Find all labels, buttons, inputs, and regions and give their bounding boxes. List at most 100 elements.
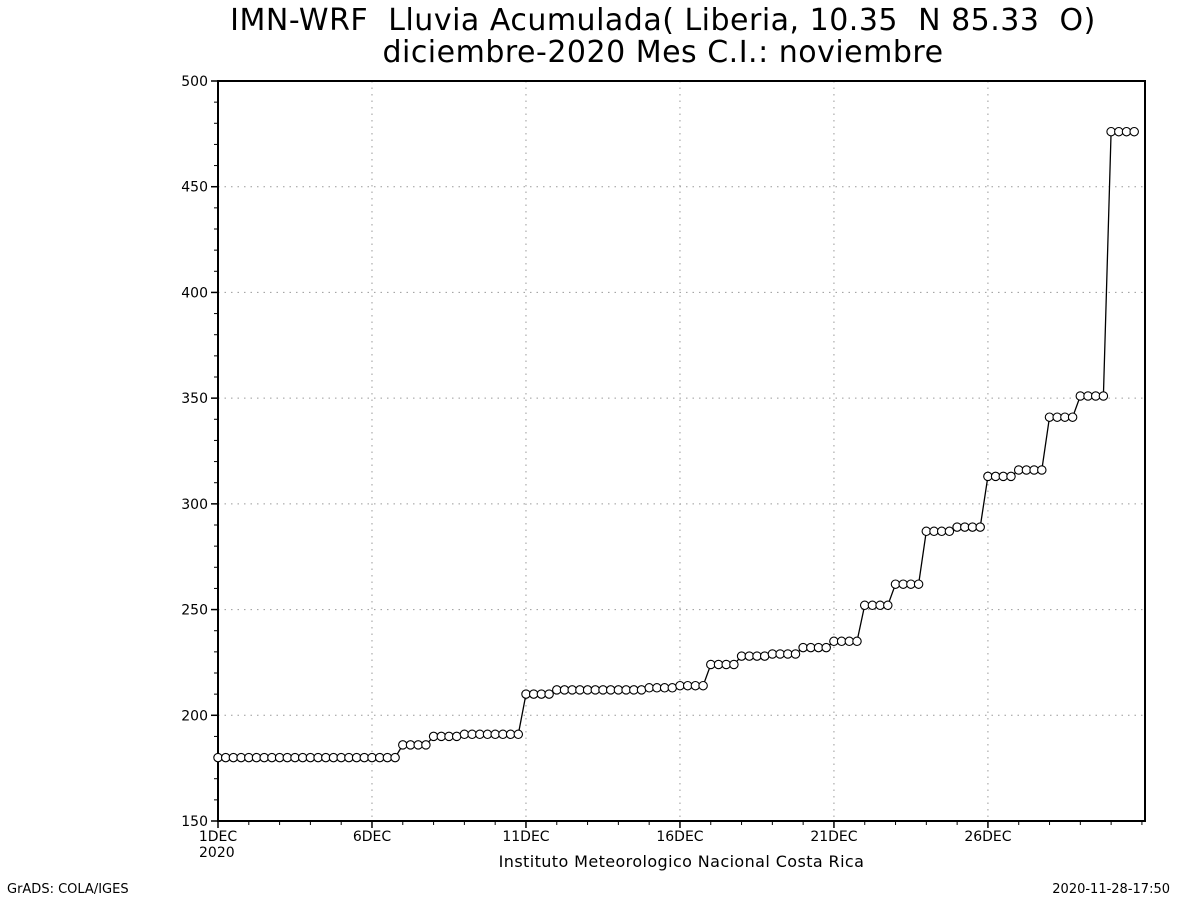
data-point xyxy=(598,685,608,695)
data-point xyxy=(852,636,862,647)
data-point xyxy=(929,526,939,537)
data-point xyxy=(767,649,778,659)
y-tick-label: 200 xyxy=(181,708,208,724)
data-point xyxy=(398,740,408,750)
y-tick-label: 250 xyxy=(181,603,208,619)
data-point xyxy=(682,680,693,691)
data-point xyxy=(590,685,601,695)
data-point xyxy=(744,651,755,661)
data-point xyxy=(213,752,223,763)
data-point xyxy=(297,752,308,763)
data-point xyxy=(351,752,362,763)
data-point xyxy=(382,752,393,763)
data-point xyxy=(667,683,678,693)
data-point xyxy=(1006,471,1016,482)
data-point xyxy=(621,685,631,695)
data-point xyxy=(1075,391,1086,401)
data-point xyxy=(274,752,285,763)
chart-subtitle: diciembre-2020 Mes C.I.: noviembre xyxy=(382,35,944,70)
data-point xyxy=(552,685,562,695)
data-point xyxy=(721,659,731,670)
data-point xyxy=(336,752,346,763)
data-point xyxy=(559,685,570,695)
data-point xyxy=(1083,391,1093,401)
data-point xyxy=(490,729,500,740)
data-point xyxy=(759,651,770,661)
data-point xyxy=(444,731,454,742)
chart-title: IMN-WRF Lluvia Acumulada( Liberia, 10.35… xyxy=(230,3,1096,38)
data-point xyxy=(1106,126,1116,137)
data-point xyxy=(475,729,485,740)
data-point xyxy=(544,689,554,699)
data-point xyxy=(998,471,1009,482)
data-point xyxy=(975,522,985,532)
data-point xyxy=(629,685,639,695)
data-point xyxy=(413,740,423,750)
y-tick-label: 300 xyxy=(181,497,208,513)
data-point xyxy=(636,685,647,695)
data-point xyxy=(675,680,685,691)
y-tick-label: 350 xyxy=(181,391,208,407)
data-point xyxy=(967,522,978,532)
data-point xyxy=(859,600,870,611)
data-point xyxy=(1129,126,1139,137)
plot-frame xyxy=(217,80,1146,822)
data-point xyxy=(467,729,477,740)
data-point xyxy=(321,752,331,763)
data-point xyxy=(1044,412,1055,422)
data-point xyxy=(921,526,932,537)
data-point xyxy=(783,649,793,659)
data-point xyxy=(251,752,262,763)
data-point xyxy=(936,526,947,537)
footer-right: 2020-11-28-17:50 xyxy=(1052,882,1170,897)
data-point xyxy=(890,579,901,589)
data-point xyxy=(220,752,231,763)
data-point xyxy=(790,649,801,659)
data-point xyxy=(1029,465,1039,475)
data-point xyxy=(752,651,762,661)
credit-text: Instituto Meteorologico Nacional Costa R… xyxy=(498,852,865,871)
data-point xyxy=(798,642,808,653)
data-point xyxy=(698,680,708,691)
data-point xyxy=(428,731,439,742)
data-point xyxy=(690,680,701,691)
data-point xyxy=(1121,126,1132,137)
year-label: 2020 xyxy=(199,845,235,861)
data-point xyxy=(836,636,847,647)
data-point xyxy=(821,642,831,653)
data-point xyxy=(906,579,916,589)
data-point xyxy=(806,642,816,653)
data-point xyxy=(652,683,662,693)
data-point xyxy=(644,683,654,693)
data-point xyxy=(582,685,593,695)
data-point xyxy=(605,685,616,695)
data-point xyxy=(436,731,447,742)
data-point xyxy=(729,659,739,670)
data-point xyxy=(421,740,431,750)
data-point xyxy=(313,752,323,763)
data-point xyxy=(367,752,377,763)
y-tick-label: 400 xyxy=(181,285,208,301)
data-point xyxy=(944,526,955,537)
data-point xyxy=(736,651,747,661)
data-point xyxy=(498,729,508,740)
data-point xyxy=(1114,126,1124,137)
data-point xyxy=(706,659,716,670)
data-point xyxy=(1060,412,1070,422)
data-point xyxy=(282,752,293,763)
data-point xyxy=(505,729,516,740)
data-point xyxy=(390,752,400,763)
series-line xyxy=(218,131,1135,759)
data-point xyxy=(267,752,277,763)
data-point xyxy=(983,471,993,482)
data-point xyxy=(575,685,585,695)
data-point xyxy=(659,683,670,693)
data-point xyxy=(344,752,354,763)
x-tick-label: 26DEC xyxy=(964,829,1011,845)
data-point xyxy=(844,636,855,647)
data-point xyxy=(305,752,316,763)
footer-left: GrADS: COLA/IGES xyxy=(7,882,129,897)
y-tick-label: 450 xyxy=(181,180,208,196)
data-point xyxy=(513,729,524,740)
